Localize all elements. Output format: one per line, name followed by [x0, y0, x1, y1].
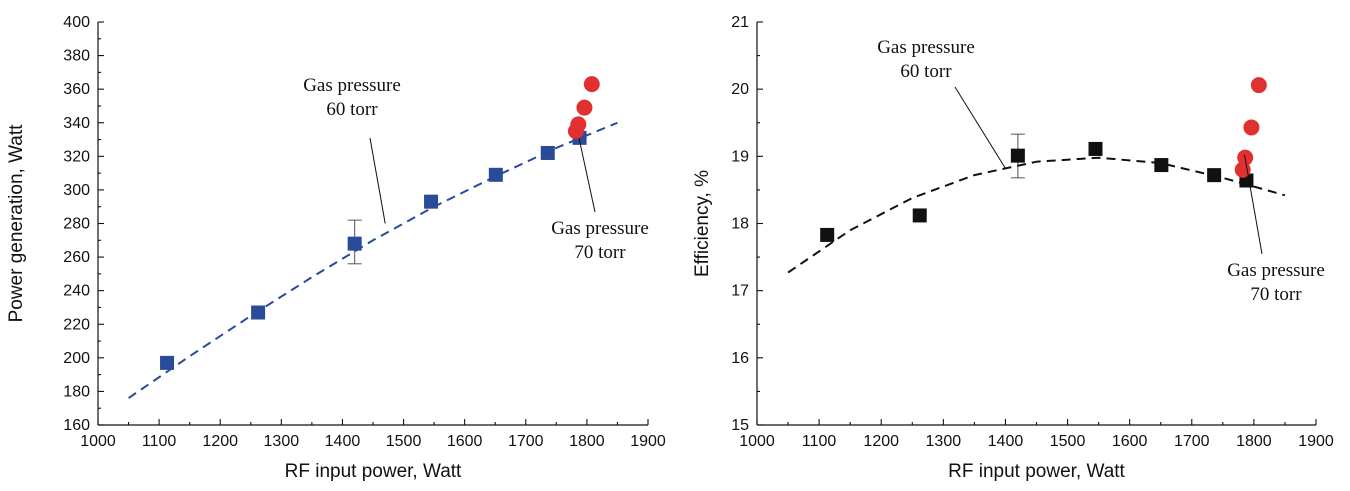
data-point-square	[1088, 141, 1103, 156]
x-tick-label: 1000	[80, 433, 116, 450]
x-tick-label: 1300	[926, 433, 962, 450]
annotation-line: 70 torr	[1250, 284, 1302, 305]
data-point-square	[1010, 148, 1025, 163]
annotation-pointer	[578, 137, 596, 213]
x-tick-label: 1500	[386, 433, 422, 450]
data-point-square	[820, 227, 835, 242]
y-tick-label: 18	[731, 216, 749, 233]
data-point-square	[1154, 158, 1169, 173]
chart-panel-1: 1000 1100 1200 1300 1400 1500 1600 1700 1800 1900…	[6, 14, 666, 482]
annotation-line: Gas pressure	[877, 37, 975, 58]
data-point-square	[160, 355, 175, 370]
data-point-circle	[570, 116, 587, 133]
x-tick-label: 1800	[569, 433, 605, 450]
y-tick-label: 400	[63, 14, 90, 31]
data-point-square	[347, 236, 362, 251]
annotation-line: Gas pressure	[303, 75, 401, 96]
y-tick-label: 160	[63, 417, 90, 434]
x-tick-label: 1300	[264, 433, 300, 450]
chart-panel-2: 1000 1100 1200 1300 1400 1500 1600 1700 1800 1900…	[692, 14, 1334, 482]
annotation-pointer	[369, 137, 386, 224]
data-point-circle	[1250, 77, 1267, 94]
y-tick-label: 240	[63, 283, 90, 300]
data-point-square	[912, 208, 927, 223]
y-axis-label: Efficiency, %	[692, 170, 713, 277]
y-tick-label: 200	[63, 350, 90, 367]
y-tick-label: 180	[63, 383, 90, 400]
y-tick-label: 280	[63, 216, 90, 233]
y-tick-label: 220	[63, 316, 90, 333]
x-tick-label: 1900	[1298, 433, 1334, 450]
x-tick-label: 1100	[802, 433, 837, 450]
y-tick-label: 260	[63, 249, 90, 266]
y-tick-label: 19	[731, 148, 749, 165]
x-axis-label: RF input power, Watt	[285, 461, 462, 482]
annotation-label: Gas pressure 60 torr	[303, 75, 401, 120]
y-tick-label: 360	[63, 81, 90, 98]
y-tick-label: 16	[731, 350, 749, 367]
data-point-circle	[583, 76, 600, 93]
x-tick-label: 1700	[508, 433, 544, 450]
y-tick-label: 20	[731, 81, 749, 98]
annotation-line: 60 torr	[900, 61, 952, 82]
fit-curve	[787, 156, 1286, 274]
y-tick-label: 380	[63, 48, 90, 65]
annotation-pointer	[954, 86, 1006, 169]
annotation-line: Gas pressure	[1227, 260, 1325, 281]
x-tick-label: 1200	[863, 433, 899, 450]
data-point-circle	[576, 99, 593, 116]
data-point-circle	[1243, 119, 1260, 136]
annotation-line: 60 torr	[326, 99, 378, 120]
x-tick-label: 1500	[1050, 433, 1086, 450]
annotation-label: Gas pressure 70 torr	[1227, 260, 1325, 305]
annotation-pointer	[1244, 154, 1263, 255]
x-tick-label: 1200	[202, 433, 238, 450]
x-tick-label: 1900	[630, 433, 666, 450]
x-tick-label: 1100	[142, 433, 177, 450]
annotation-line: Gas pressure	[551, 218, 649, 239]
y-tick-label: 320	[63, 148, 90, 165]
x-tick-label: 1800	[1236, 433, 1272, 450]
annotation-line: 70 torr	[574, 242, 626, 263]
x-tick-label: 1400	[325, 433, 361, 450]
x-axis-label: RF input power, Watt	[948, 461, 1125, 482]
x-tick-label: 1700	[1174, 433, 1210, 450]
y-tick-label: 300	[63, 182, 90, 199]
data-point-square	[424, 194, 439, 209]
x-tick-label: 1000	[739, 433, 775, 450]
y-axis-label: Power generation, Watt	[6, 124, 27, 323]
y-tick-label: 15	[731, 417, 749, 434]
annotation-label: Gas pressure 70 torr	[551, 218, 649, 263]
data-point-square	[251, 305, 266, 320]
y-tick-label: 340	[63, 115, 90, 132]
y-tick-label: 21	[731, 14, 749, 31]
annotation-label: Gas pressure 60 torr	[877, 37, 975, 82]
x-tick-label: 1400	[988, 433, 1024, 450]
y-tick-label: 17	[731, 283, 749, 300]
x-tick-label: 1600	[447, 433, 483, 450]
x-tick-label: 1600	[1112, 433, 1148, 450]
fit-curve	[128, 121, 618, 399]
